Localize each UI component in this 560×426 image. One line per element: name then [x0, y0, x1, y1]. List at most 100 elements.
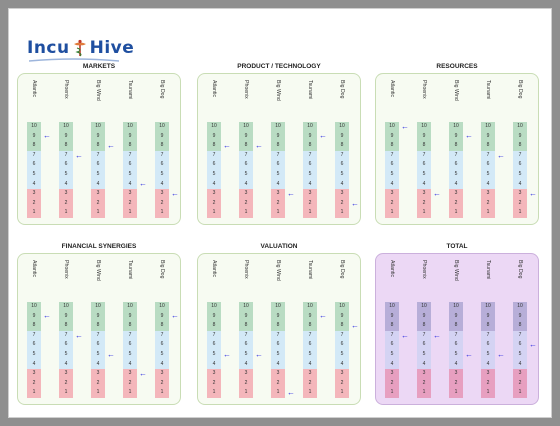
score-cell[interactable]: 10	[239, 122, 253, 132]
score-cell[interactable]: 3	[513, 189, 527, 199]
score-cell[interactable]: 3	[239, 369, 253, 379]
score-cell[interactable]: 3	[207, 369, 221, 379]
score-cell[interactable]: 1	[385, 388, 399, 398]
score-cell[interactable]: 2	[335, 378, 349, 389]
score-cell[interactable]: 3	[27, 189, 41, 199]
score-cell[interactable]: 9	[385, 131, 399, 142]
score-cell[interactable]: 8	[303, 321, 317, 331]
score-cell[interactable]: 2	[155, 378, 169, 389]
score-marker-arrow-icon[interactable]: ←	[351, 321, 359, 330]
score-cell[interactable]: 9	[207, 131, 221, 142]
score-cell[interactable]: 10	[27, 302, 41, 312]
score-cell[interactable]: 5	[91, 350, 105, 360]
score-cell[interactable]: 4	[385, 359, 399, 370]
score-cell[interactable]: 3	[271, 189, 285, 199]
score-cell[interactable]: 2	[449, 198, 463, 209]
score-cell[interactable]: 9	[123, 311, 137, 322]
score-cell[interactable]: 4	[303, 179, 317, 190]
score-cell[interactable]: 7	[417, 330, 431, 341]
score-cell[interactable]: 10	[155, 122, 169, 132]
score-cell[interactable]: 6	[449, 340, 463, 350]
score-cell[interactable]: 4	[271, 359, 285, 370]
score-cell[interactable]: 5	[449, 170, 463, 180]
score-cell[interactable]: 5	[91, 170, 105, 180]
score-cell[interactable]: 10	[417, 302, 431, 312]
score-cell[interactable]: 2	[207, 378, 221, 389]
score-cell[interactable]: 1	[335, 208, 349, 218]
score-cell[interactable]: 5	[335, 350, 349, 360]
score-cell[interactable]: 8	[91, 321, 105, 331]
score-cell[interactable]: 10	[155, 302, 169, 312]
score-cell[interactable]: 4	[155, 179, 169, 190]
score-cell[interactable]: 4	[271, 179, 285, 190]
score-cell[interactable]: 3	[155, 369, 169, 379]
score-marker-arrow-icon[interactable]: ←	[287, 189, 295, 198]
score-marker-arrow-icon[interactable]: ←	[107, 349, 115, 359]
score-cell[interactable]: 9	[513, 131, 527, 142]
score-cell[interactable]: 8	[481, 141, 495, 151]
score-cell[interactable]: 2	[385, 198, 399, 209]
score-cell[interactable]: 5	[385, 350, 399, 360]
score-marker-arrow-icon[interactable]: ←	[43, 131, 51, 141]
score-cell[interactable]: 10	[207, 122, 221, 132]
score-marker-arrow-icon[interactable]: ←	[107, 141, 115, 150]
score-cell[interactable]: 5	[207, 170, 221, 180]
score-cell[interactable]: 4	[207, 179, 221, 190]
score-marker-arrow-icon[interactable]: ←	[465, 349, 473, 359]
score-cell[interactable]: 5	[239, 350, 253, 360]
score-cell[interactable]: 2	[59, 198, 73, 209]
score-cell[interactable]: 5	[27, 350, 41, 360]
score-cell[interactable]: 3	[59, 369, 73, 379]
score-cell[interactable]: 10	[417, 122, 431, 132]
score-cell[interactable]: 5	[303, 170, 317, 180]
score-cell[interactable]: 5	[513, 350, 527, 360]
score-cell[interactable]: 5	[417, 170, 431, 180]
score-cell[interactable]: 2	[449, 378, 463, 389]
score-cell[interactable]: 7	[385, 330, 399, 341]
score-cell[interactable]: 10	[271, 122, 285, 132]
score-cell[interactable]: 2	[207, 198, 221, 209]
score-cell[interactable]: 6	[271, 160, 285, 170]
score-cell[interactable]: 9	[481, 311, 495, 322]
score-cell[interactable]: 9	[59, 131, 73, 142]
score-cell[interactable]: 8	[123, 141, 137, 151]
score-cell[interactable]: 2	[59, 378, 73, 389]
score-cell[interactable]: 7	[91, 330, 105, 341]
score-cell[interactable]: 6	[303, 160, 317, 170]
score-marker-arrow-icon[interactable]: ←	[139, 179, 147, 189]
score-cell[interactable]: 6	[417, 160, 431, 170]
score-cell[interactable]: 1	[513, 388, 527, 398]
score-cell[interactable]: 3	[385, 189, 399, 199]
score-cell[interactable]: 8	[271, 141, 285, 151]
score-cell[interactable]: 4	[239, 179, 253, 190]
score-cell[interactable]: 1	[123, 208, 137, 218]
score-cell[interactable]: 7	[417, 150, 431, 161]
score-cell[interactable]: 5	[271, 350, 285, 360]
score-cell[interactable]: 1	[385, 208, 399, 218]
score-cell[interactable]: 1	[155, 208, 169, 218]
score-cell[interactable]: 7	[303, 150, 317, 161]
score-cell[interactable]: 4	[449, 179, 463, 190]
score-cell[interactable]: 3	[335, 369, 349, 379]
score-marker-arrow-icon[interactable]: ←	[319, 131, 327, 141]
score-cell[interactable]: 10	[59, 302, 73, 312]
score-cell[interactable]: 1	[303, 208, 317, 218]
score-cell[interactable]: 9	[239, 131, 253, 142]
score-cell[interactable]: 1	[239, 388, 253, 398]
score-cell[interactable]: 6	[123, 160, 137, 170]
score-cell[interactable]: 9	[417, 311, 431, 322]
score-cell[interactable]: 3	[207, 189, 221, 199]
score-cell[interactable]: 5	[59, 170, 73, 180]
score-cell[interactable]: 10	[303, 122, 317, 132]
score-cell[interactable]: 8	[385, 321, 399, 331]
score-cell[interactable]: 4	[449, 359, 463, 370]
score-cell[interactable]: 7	[271, 330, 285, 341]
score-marker-arrow-icon[interactable]: ←	[287, 388, 295, 398]
score-cell[interactable]: 7	[449, 150, 463, 161]
score-cell[interactable]: 6	[513, 160, 527, 170]
score-cell[interactable]: 6	[481, 340, 495, 350]
score-cell[interactable]: 2	[239, 198, 253, 209]
score-cell[interactable]: 8	[449, 321, 463, 331]
score-marker-arrow-icon[interactable]: ←	[497, 150, 505, 160]
score-cell[interactable]: 5	[513, 170, 527, 180]
